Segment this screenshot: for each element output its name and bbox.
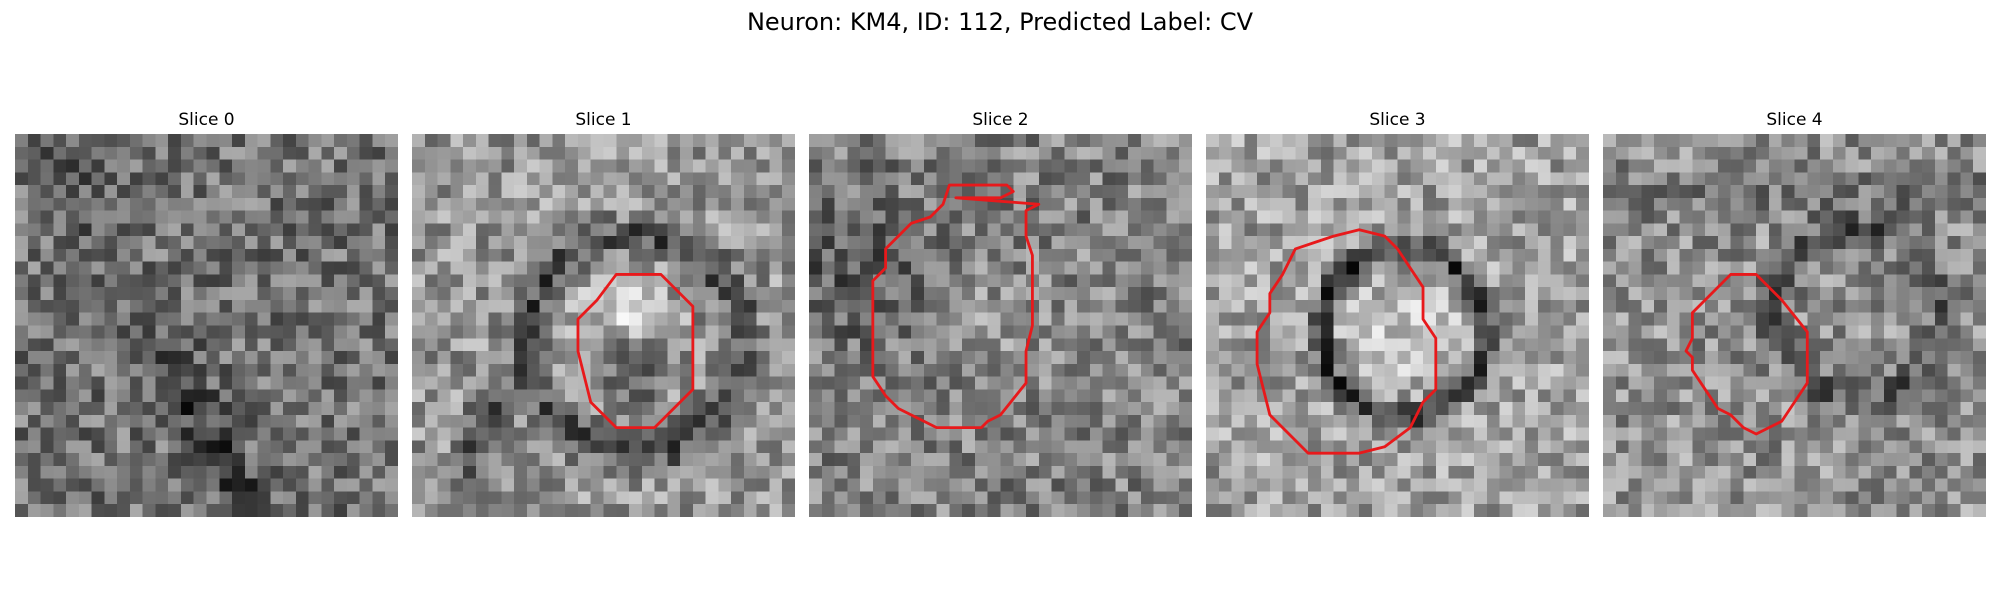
contour-outline-1 — [576, 273, 695, 430]
slice-image-3 — [1206, 134, 1589, 517]
slice-title-0: Slice 0 — [178, 110, 235, 130]
slice-title-3: Slice 3 — [1369, 110, 1426, 130]
contour-overlay-4 — [1684, 273, 1809, 436]
contour-outline-3 — [1255, 228, 1438, 455]
slice-title-1: Slice 1 — [575, 110, 632, 130]
slice-panel-0: Slice 0 — [15, 108, 398, 517]
contour-outline-2 — [871, 183, 1041, 430]
figure-title: Neuron: KM4, ID: 112, Predicted Label: C… — [746, 8, 1254, 36]
slice-image-4 — [1603, 134, 1986, 517]
em-slice-canvas-3 — [1206, 134, 1589, 517]
slice-title-4: Slice 4 — [1766, 110, 1823, 130]
contour-outline-4 — [1684, 273, 1809, 436]
slice-image-0 — [15, 134, 398, 517]
em-slice-canvas-0 — [15, 134, 398, 517]
slice-image-2 — [809, 134, 1192, 517]
slice-title-2: Slice 2 — [972, 110, 1029, 130]
slice-panel-4: Slice 4 — [1603, 108, 1986, 517]
contour-overlay-1 — [576, 273, 695, 430]
contour-overlay-0 — [15, 134, 398, 517]
slice-panel-2: Slice 2 — [809, 108, 1192, 517]
slice-panel-1: Slice 1 — [412, 108, 795, 517]
em-slice-canvas-4 — [1603, 134, 1986, 517]
em-slice-canvas-1 — [412, 134, 795, 517]
contour-overlay-2 — [871, 183, 1041, 430]
contour-overlay-3 — [1255, 228, 1438, 455]
slice-image-1 — [412, 134, 795, 517]
slice-panel-3: Slice 3 — [1206, 108, 1589, 517]
